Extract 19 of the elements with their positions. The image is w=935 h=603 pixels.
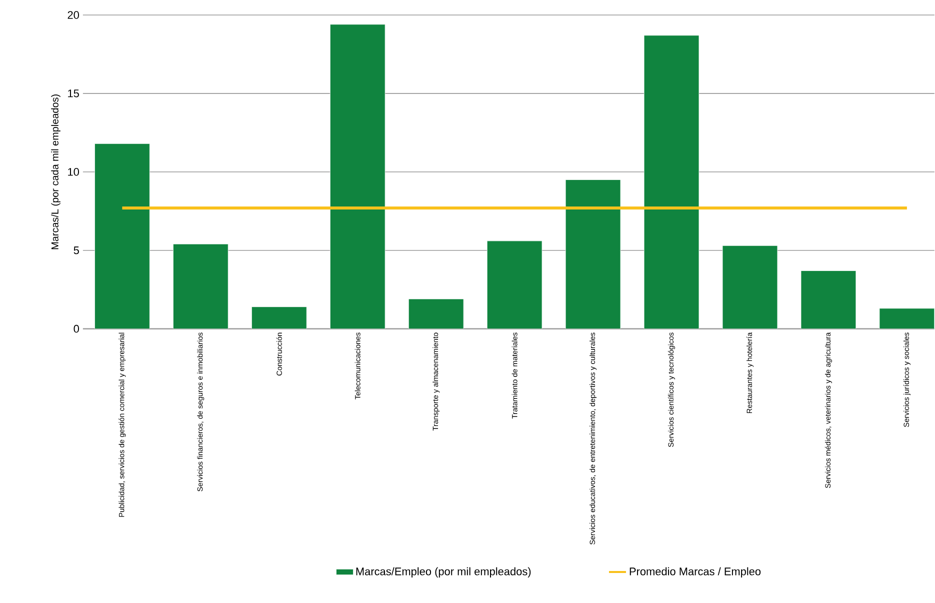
bar [94,144,150,329]
bar [486,240,542,329]
y-tick-label: 0 [74,325,79,333]
legend-label: Promedio Marcas / Empleo [630,567,761,578]
legend-label: Marcas/Empleo (por mil empleados) [356,567,531,578]
y-tick-label: 10 [68,168,79,176]
bar [251,306,307,329]
bar [565,180,621,329]
bar [408,298,464,329]
bar [800,270,856,329]
bar [644,35,700,329]
y-tick-label: 20 [68,11,79,20]
y-tick-label: 15 [68,90,79,98]
bar [330,24,386,329]
bar [172,244,228,329]
bar [722,246,778,329]
y-axis-title: Marcas/L (por cada mil empleados) [51,94,60,250]
y-tick-label: 5 [74,246,79,254]
bar [879,308,934,329]
